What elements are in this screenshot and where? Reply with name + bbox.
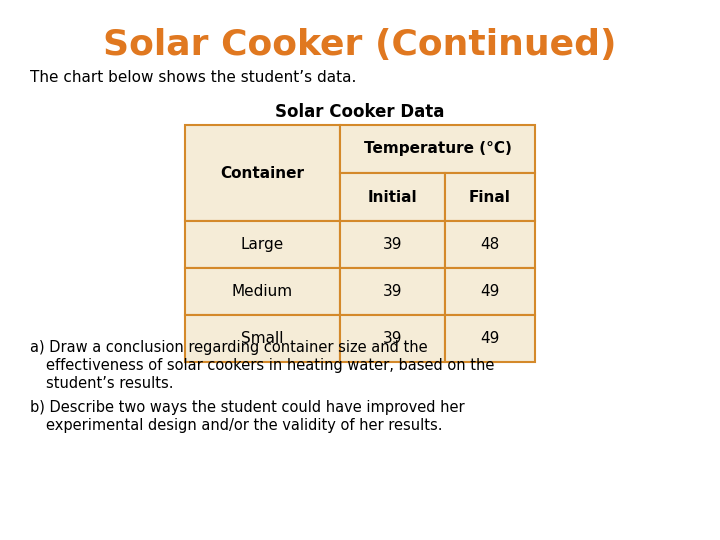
Bar xyxy=(445,315,535,362)
Text: experimental design and/or the validity of her results.: experimental design and/or the validity … xyxy=(46,418,443,433)
Text: 39: 39 xyxy=(383,237,402,252)
Bar xyxy=(185,221,340,268)
Text: effectiveness of solar cookers in heating water, based on the: effectiveness of solar cookers in heatin… xyxy=(46,358,495,373)
Bar xyxy=(185,315,340,362)
Text: 49: 49 xyxy=(480,331,500,346)
Text: 49: 49 xyxy=(480,284,500,299)
Text: Final: Final xyxy=(469,190,511,205)
Bar xyxy=(340,221,445,268)
Text: Medium: Medium xyxy=(232,284,293,299)
Bar xyxy=(340,125,535,173)
Text: Solar Cooker (Continued): Solar Cooker (Continued) xyxy=(103,28,617,62)
Text: b) Describe two ways the student could have improved her: b) Describe two ways the student could h… xyxy=(30,400,464,415)
Text: Initial: Initial xyxy=(368,190,418,205)
Text: Temperature (°C): Temperature (°C) xyxy=(364,141,511,157)
Text: Small: Small xyxy=(241,331,284,346)
Bar xyxy=(445,268,535,315)
Text: Large: Large xyxy=(241,237,284,252)
Bar xyxy=(340,173,445,221)
Bar xyxy=(185,268,340,315)
Text: Container: Container xyxy=(220,165,305,180)
Text: 48: 48 xyxy=(480,237,500,252)
Text: The chart below shows the student’s data.: The chart below shows the student’s data… xyxy=(30,71,356,85)
Text: a) Draw a conclusion regarding container size and the: a) Draw a conclusion regarding container… xyxy=(30,340,428,355)
Text: 39: 39 xyxy=(383,284,402,299)
Bar xyxy=(340,315,445,362)
Text: Solar Cooker Data: Solar Cooker Data xyxy=(275,103,445,121)
Bar xyxy=(445,173,535,221)
Bar xyxy=(445,221,535,268)
Text: student’s results.: student’s results. xyxy=(46,376,174,391)
Bar xyxy=(340,268,445,315)
Text: 39: 39 xyxy=(383,331,402,346)
Bar xyxy=(185,125,340,221)
